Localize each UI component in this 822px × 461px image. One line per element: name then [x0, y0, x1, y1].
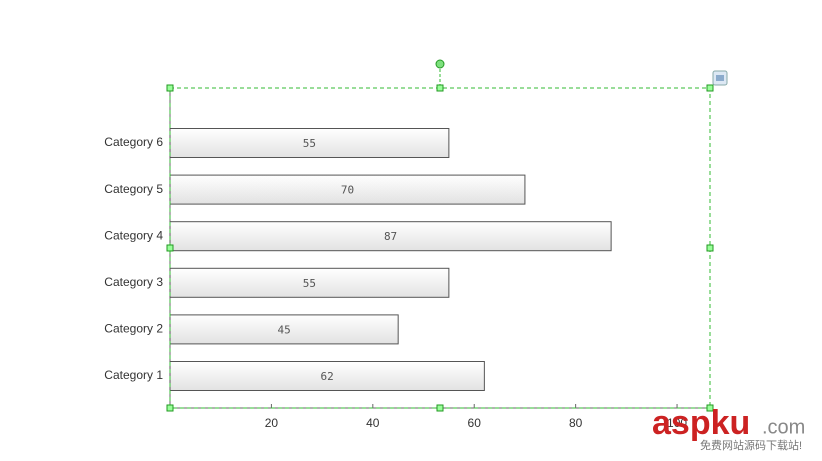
x-tick-label: 60 — [468, 416, 482, 430]
bar — [169, 361, 485, 391]
bar — [169, 174, 526, 205]
bar — [169, 128, 450, 158]
value-label: 55 — [303, 277, 316, 290]
y-tick-label: Category 6 — [104, 135, 163, 149]
handle[interactable] — [436, 404, 444, 412]
value-label: 55 — [303, 137, 316, 150]
handle[interactable] — [706, 244, 714, 252]
handle[interactable] — [706, 404, 714, 412]
bar — [169, 314, 399, 345]
value-label: 62 — [321, 370, 334, 383]
rotate-handle[interactable] — [435, 59, 445, 69]
handle[interactable] — [166, 404, 174, 412]
handle[interactable] — [166, 244, 174, 252]
value-label: 87 — [384, 230, 397, 243]
y-tick-label: Category 2 — [104, 322, 163, 336]
handle[interactable] — [436, 84, 444, 92]
watermark-tagline: 免费网站源码下载站! — [700, 438, 802, 452]
menu-icon — [716, 75, 724, 81]
selection-frame[interactable] — [166, 59, 728, 412]
x-tick-label: 40 — [366, 416, 380, 430]
bar — [169, 267, 450, 298]
value-label: 70 — [341, 184, 354, 197]
x-tick-label: 100 — [667, 416, 687, 430]
y-tick-label: Category 3 — [104, 275, 163, 289]
handle[interactable] — [706, 84, 714, 92]
x-tick-label: 80 — [569, 416, 583, 430]
y-tick-label: Category 5 — [104, 182, 163, 196]
y-tick-label: Category 4 — [104, 228, 163, 242]
handle[interactable] — [166, 84, 174, 92]
x-tick-label: 20 — [265, 416, 279, 430]
watermark-brand: aspku — [652, 404, 750, 442]
watermark-domain: .com — [762, 416, 805, 438]
y-tick-label: Category 1 — [104, 368, 163, 382]
value-label: 45 — [277, 323, 290, 336]
